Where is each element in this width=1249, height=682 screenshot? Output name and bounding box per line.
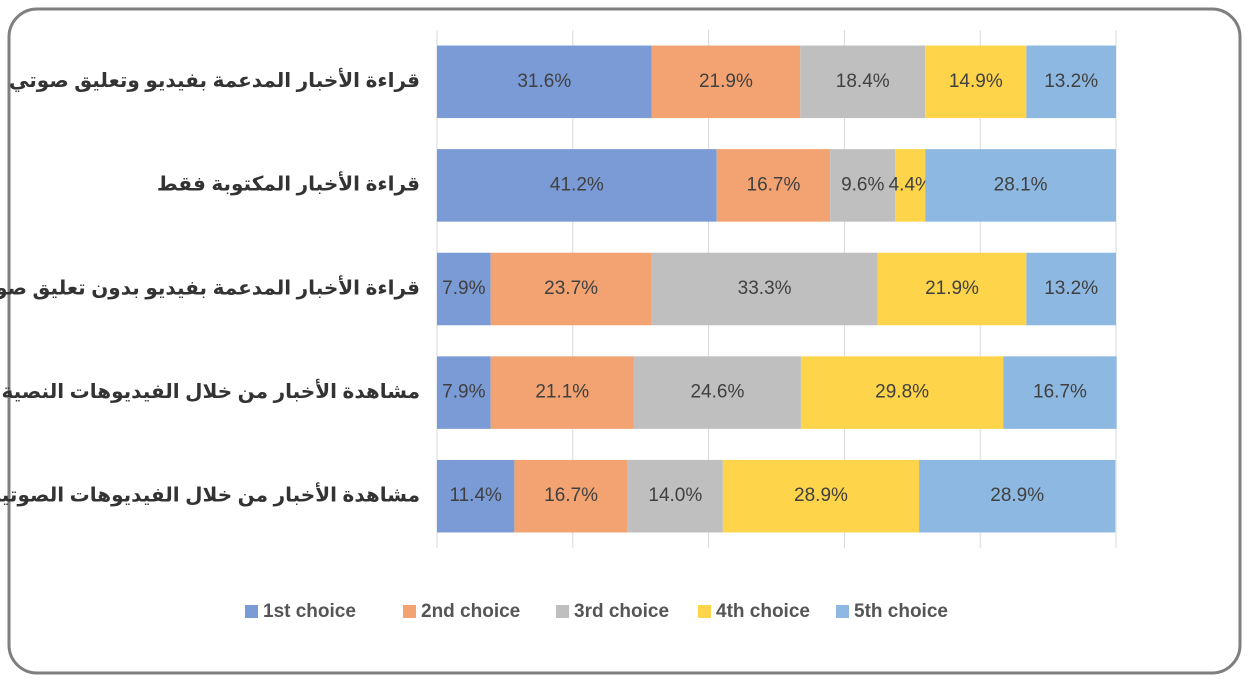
bar-segment [437, 459, 515, 533]
bar-segment [1026, 45, 1116, 119]
data-label: 21.1% [535, 382, 589, 403]
legend-label: 1st choice [263, 601, 356, 622]
bar-segment [800, 356, 1004, 429]
legend-swatch [698, 605, 711, 618]
data-label: 16.7% [544, 485, 598, 506]
bar-segment [437, 45, 652, 119]
bar-segment [437, 356, 491, 429]
bar-segment [722, 459, 920, 533]
bar-segment [651, 252, 878, 326]
legend-swatch [245, 605, 258, 618]
data-label: 16.7% [747, 174, 801, 195]
bar-segment [877, 252, 1027, 326]
data-label: 33.3% [738, 278, 792, 299]
category-label: قراءة الأخبار المدعمة بفيديو وتعليق صوتي [9, 67, 420, 93]
bar-segment [1026, 252, 1116, 326]
bar-segment [490, 356, 634, 429]
data-label: 23.7% [544, 278, 598, 299]
bar-segment [925, 149, 1116, 222]
bar-segment [919, 459, 1116, 533]
bar-segment [490, 252, 652, 326]
bar-segment [651, 45, 801, 119]
legend-swatch [556, 605, 569, 618]
data-label: 14.0% [648, 485, 702, 506]
category-label: مشاهدة الأخبار من خلال الفيديوهات الصوتي… [0, 481, 420, 506]
bar-segment [925, 45, 1027, 119]
legend-label: 2nd choice [421, 601, 520, 622]
data-label: 29.8% [875, 382, 929, 403]
legend-label: 4th choice [716, 601, 810, 622]
data-label: 28.9% [990, 485, 1044, 506]
data-label: 13.2% [1044, 71, 1098, 92]
bar-segment [514, 459, 628, 533]
data-label: 21.9% [699, 71, 753, 92]
bar-segment [633, 356, 801, 429]
bar-segment [716, 149, 831, 222]
data-label: 28.1% [994, 174, 1048, 195]
data-label: 7.9% [442, 382, 485, 403]
bar-segment [627, 459, 723, 533]
data-label: 14.9% [949, 71, 1003, 92]
category-label: قراءة الأخبار المدعمة بفيديو بدون تعليق … [0, 274, 420, 300]
data-label: 11.4% [449, 485, 502, 506]
data-label: 31.6% [517, 71, 571, 92]
category-label: مشاهدة الأخبار من خلال الفيديوهات النصية [2, 378, 420, 403]
data-label: 9.6% [841, 174, 884, 195]
data-label: 41.2% [550, 174, 604, 195]
bar-segment [895, 149, 926, 222]
data-label: 28.9% [794, 485, 848, 506]
data-label: 18.4% [836, 71, 890, 92]
data-label: 7.9% [442, 278, 485, 299]
legend-label: 5th choice [854, 601, 948, 622]
data-label: 21.9% [925, 278, 979, 299]
bar-segment [800, 45, 926, 119]
bar-segment [437, 252, 491, 326]
data-label: 4.4% [889, 174, 932, 195]
bar-segment [1003, 356, 1117, 429]
data-label: 24.6% [690, 382, 744, 403]
legend-label: 3rd choice [574, 601, 669, 622]
bar-segment [830, 149, 896, 222]
data-label: 13.2% [1044, 278, 1098, 299]
bar-segment [437, 149, 717, 222]
data-label: 16.7% [1033, 382, 1087, 403]
legend-swatch [836, 605, 849, 618]
category-label: قراءة الأخبار المكتوبة فقط [157, 171, 420, 196]
legend-swatch [403, 605, 416, 618]
